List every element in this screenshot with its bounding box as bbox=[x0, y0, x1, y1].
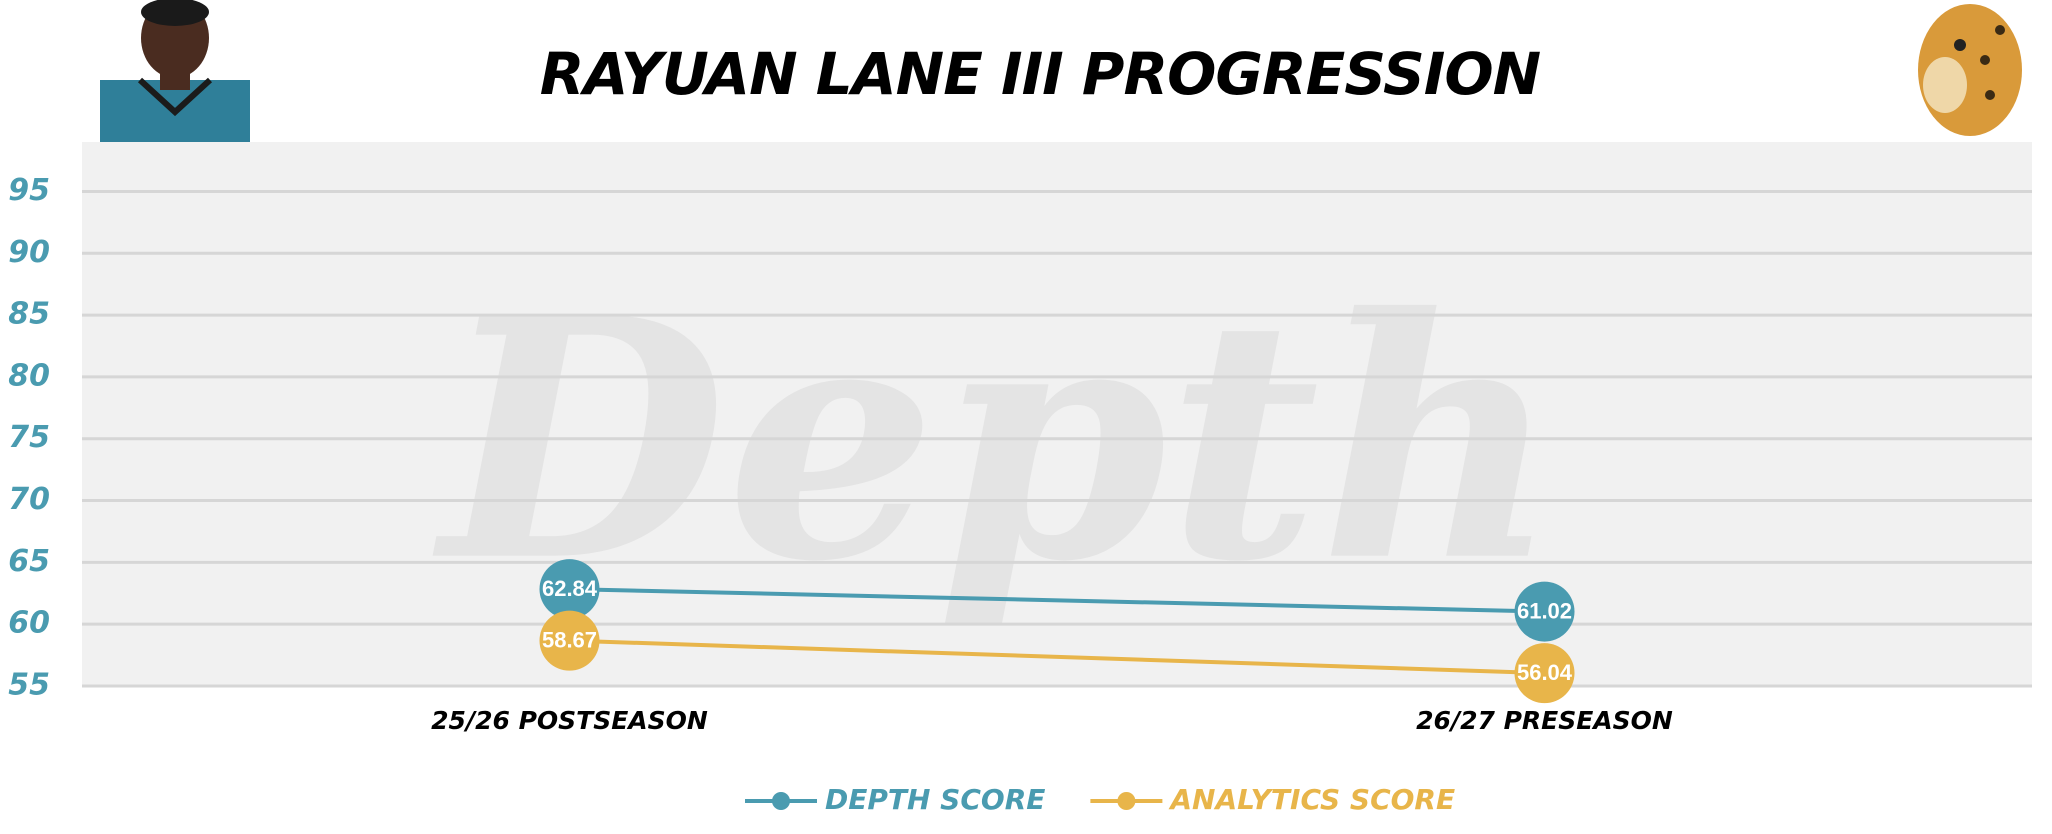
team-logo bbox=[1918, 4, 2022, 136]
point bbox=[539, 559, 600, 620]
y-tick-label: 95 bbox=[8, 173, 50, 208]
value-label: 61.02 bbox=[1517, 598, 1572, 623]
player-photo bbox=[100, 0, 250, 142]
point bbox=[1514, 643, 1575, 704]
y-tick-label: 75 bbox=[8, 420, 50, 455]
y-tick-label: 70 bbox=[8, 482, 50, 517]
y-tick-label: 90 bbox=[8, 235, 50, 270]
chart-title: RAYUAN LANE III PROGRESSION bbox=[540, 40, 1541, 108]
y-tick-label: 55 bbox=[8, 668, 50, 703]
value-label: 62.84 bbox=[542, 576, 598, 601]
legend-item: DEPTH SCORE bbox=[745, 783, 1045, 816]
legend-item: ANALYTICS SCORE bbox=[1090, 783, 1455, 816]
line bbox=[569, 587, 1545, 614]
value-label: 56.04 bbox=[1517, 660, 1573, 685]
plot-area bbox=[82, 142, 2032, 686]
legend-marker bbox=[772, 792, 790, 810]
value-label: 58.67 bbox=[542, 627, 597, 652]
y-tick-label: 85 bbox=[8, 297, 50, 332]
legend-marker bbox=[1117, 792, 1136, 810]
line bbox=[569, 638, 1545, 676]
y-tick-label: 60 bbox=[8, 606, 50, 641]
x-tick-label: 26/27 PRESEASON bbox=[1416, 706, 1673, 735]
y-tick-label: 65 bbox=[8, 544, 50, 579]
x-tick-label: 25/26 POSTSEASON bbox=[431, 706, 708, 735]
legend-label: ANALYTICS SCORE bbox=[1168, 783, 1455, 816]
point bbox=[1514, 581, 1575, 642]
y-tick-label: 80 bbox=[8, 358, 50, 393]
legend-label: DEPTH SCORE bbox=[825, 783, 1045, 816]
point bbox=[539, 610, 600, 671]
